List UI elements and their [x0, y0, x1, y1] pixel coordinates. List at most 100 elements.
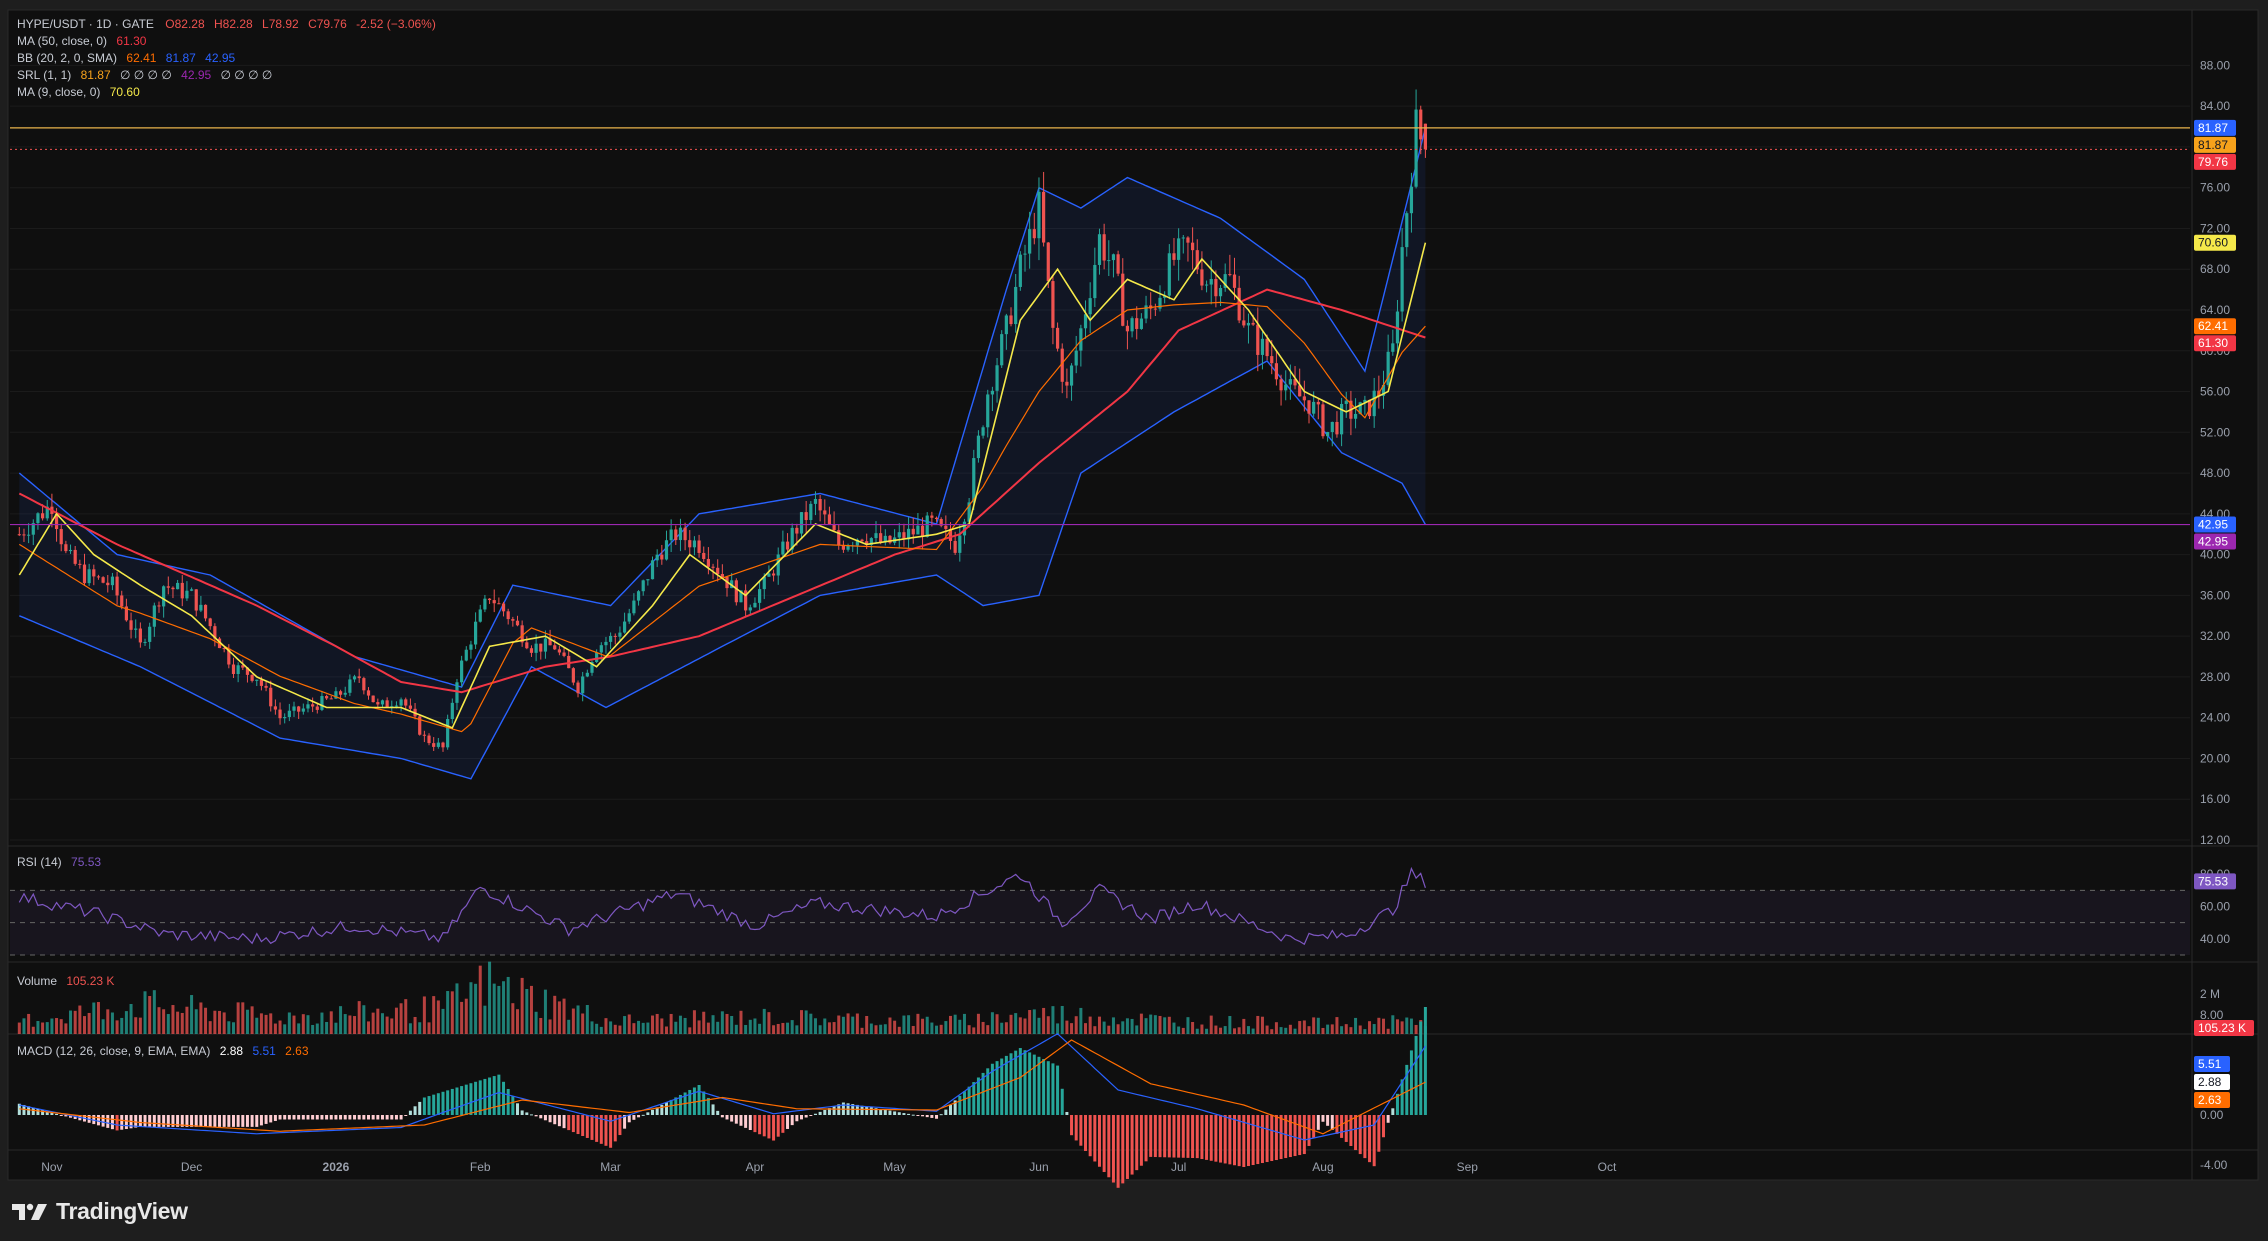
candle-body	[990, 390, 994, 395]
volume-bar	[1070, 1023, 1074, 1034]
macd-histogram-bar	[557, 1115, 561, 1127]
candle-body	[1298, 385, 1302, 397]
macd-histogram-bar	[595, 1115, 599, 1142]
candle-body	[399, 699, 403, 706]
macd-histogram-bar	[245, 1115, 249, 1127]
volume-bar	[758, 1023, 762, 1034]
macd-histogram-bar	[69, 1115, 73, 1118]
candle-body	[599, 645, 603, 653]
macd-histogram-bar	[902, 1113, 906, 1115]
volume-bar	[1023, 1018, 1027, 1034]
macd-histogram-bar	[958, 1095, 962, 1115]
candle-body	[40, 513, 45, 519]
macd-histogram-bar	[646, 1112, 650, 1115]
price-tick-label: 68.00	[2200, 262, 2230, 276]
volume-bar	[1065, 1020, 1069, 1034]
macd-histogram-bar	[283, 1115, 287, 1120]
macd-histogram-bar	[497, 1074, 501, 1115]
legend-volume[interactable]: Volume 105.23 K	[17, 974, 114, 988]
volume-bar	[222, 1012, 226, 1034]
volume-bar	[990, 1012, 994, 1034]
candle-body	[920, 525, 925, 537]
volume-bar	[651, 1015, 655, 1034]
macd-histogram-bar	[422, 1097, 426, 1115]
legend-low: L78.92	[262, 17, 299, 31]
legend-ma50[interactable]: MA (50, close, 0) 61.30	[17, 34, 147, 48]
volume-bar	[916, 1013, 920, 1034]
ma9-line	[18, 242, 1427, 729]
volume-bar	[730, 1015, 734, 1034]
legend-srl[interactable]: SRL (1, 1) 81.87 ∅ ∅ ∅ ∅ 42.95 ∅ ∅ ∅ ∅	[17, 68, 272, 82]
price-tick-label: 88.00	[2200, 58, 2230, 72]
volume-bar	[273, 1023, 277, 1034]
macd-histogram-bar	[124, 1115, 128, 1130]
macd-histogram-bar	[744, 1115, 748, 1128]
price-tick-label: 24.00	[2200, 711, 2230, 725]
macd-histogram-bar	[441, 1091, 445, 1115]
candle-body	[1274, 363, 1279, 380]
volume-bar	[1042, 1007, 1046, 1034]
candle-body	[1293, 379, 1297, 386]
macd-histogram-bar	[1414, 1035, 1418, 1115]
macd-histogram-bar	[138, 1115, 142, 1127]
macd-histogram-bar	[669, 1099, 673, 1115]
macd-histogram-bar	[213, 1115, 217, 1127]
candle-body	[1177, 238, 1181, 260]
macd-histogram-bar	[1298, 1115, 1302, 1156]
volume-bar	[176, 1011, 180, 1034]
volume-bar	[124, 1011, 128, 1034]
candle-body	[902, 532, 906, 540]
volume-bar	[343, 1014, 347, 1034]
legend-macd[interactable]: MACD (12, 26, close, 9, EMA, EMA) 2.88 5…	[17, 1044, 309, 1058]
legend-ma9[interactable]: MA (9, close, 0) 70.60	[17, 85, 140, 99]
candle-body	[315, 706, 319, 710]
candle-body	[464, 649, 468, 661]
candle-body	[176, 582, 180, 590]
volume-bar	[474, 983, 478, 1034]
candle-body	[283, 717, 287, 719]
macd-histogram-bar	[1233, 1115, 1237, 1166]
candle-body	[394, 705, 399, 707]
candle-body	[1284, 384, 1288, 391]
macd-histogram-bar	[306, 1115, 310, 1120]
macd-histogram-bar	[436, 1093, 440, 1115]
tradingview-logo[interactable]: TradingView	[12, 1198, 188, 1225]
macd-histogram-bar	[1386, 1115, 1390, 1123]
candle-body	[1069, 365, 1074, 386]
macd-histogram-bar	[758, 1115, 762, 1135]
candle-body	[259, 679, 264, 686]
candle-body	[776, 554, 780, 576]
macd-histogram-bar	[567, 1115, 571, 1131]
volume-bar	[1102, 1021, 1106, 1034]
volume-bar	[1279, 1027, 1283, 1034]
macd-histogram-bar	[944, 1109, 948, 1115]
legend-symbol-row[interactable]: HYPE/USDT · 1D · GATE O82.28 H82.28 L78.…	[17, 17, 436, 31]
macd-histogram-bar	[823, 1110, 827, 1115]
macd-histogram-bar	[641, 1114, 645, 1116]
candle-body	[1242, 320, 1246, 326]
candle-body	[762, 576, 766, 590]
volume-bar	[841, 1016, 845, 1034]
volume-bar	[171, 1005, 175, 1034]
candle-body	[148, 626, 152, 642]
macd-histogram-bar	[990, 1063, 994, 1115]
macd-histogram-bar	[632, 1115, 636, 1120]
macd-histogram-bar	[427, 1096, 431, 1115]
macd-histogram-bar	[1014, 1050, 1018, 1115]
volume-bar	[73, 1010, 77, 1034]
legend-bb[interactable]: BB (20, 2, 0, SMA) 62.41 81.87 42.95	[17, 51, 235, 65]
volume-bar	[827, 1022, 831, 1034]
time-tick-label: Mar	[600, 1160, 621, 1174]
legend-rsi[interactable]: RSI (14) 75.53	[17, 855, 101, 869]
candle-body	[1302, 396, 1306, 401]
volume-bar	[813, 1018, 817, 1034]
candle-body	[837, 530, 841, 546]
volume-bar	[1107, 1025, 1111, 1034]
macd-histogram-bar	[27, 1106, 31, 1115]
candle-body	[199, 604, 203, 611]
candle-body	[879, 533, 883, 543]
macd-histogram-bar	[916, 1115, 920, 1116]
volume-bar	[1074, 1016, 1078, 1034]
volume-tag	[2194, 1020, 2254, 1036]
macd-histogram-bar	[1070, 1115, 1074, 1136]
